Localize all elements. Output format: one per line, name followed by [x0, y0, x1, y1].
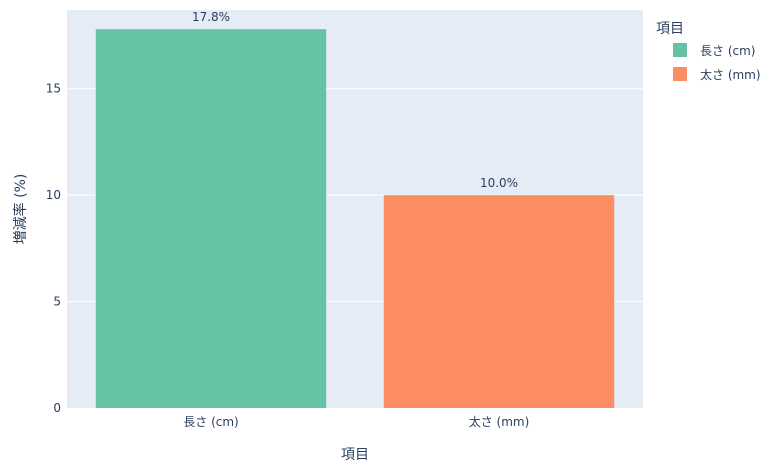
x-tick-label: 太さ (mm)	[469, 414, 530, 429]
y-tick-label: 0	[53, 401, 61, 415]
bar[interactable]	[383, 195, 615, 408]
x-axis-ticks: 長さ (cm) 太さ (mm)	[183, 414, 529, 429]
data-labels: 17.8% 10.0%	[192, 10, 518, 190]
x-axis-title: 項目	[341, 447, 369, 463]
legend-item[interactable]: 太さ (mm)	[673, 67, 761, 82]
bars	[95, 29, 615, 408]
legend-swatch	[673, 43, 687, 57]
legend-title: 項目	[656, 21, 684, 37]
y-tick-label: 10	[46, 188, 61, 202]
y-tick-label: 5	[53, 295, 61, 309]
y-axis-ticks: 0 5 10 15	[46, 82, 61, 415]
y-tick-label: 15	[46, 82, 61, 96]
legend-item[interactable]: 長さ (cm)	[673, 43, 755, 58]
legend-label: 太さ (mm)	[700, 67, 761, 82]
data-label: 10.0%	[480, 176, 518, 190]
legend-items: 長さ (cm) 太さ (mm)	[673, 43, 761, 82]
x-tick-label: 長さ (cm)	[183, 415, 238, 429]
legend[interactable]: 項目 長さ (cm) 太さ (mm)	[656, 21, 761, 82]
y-axis-title: 増減率 (%)	[12, 174, 29, 245]
bar[interactable]	[95, 29, 327, 408]
data-label: 17.8%	[192, 10, 230, 24]
legend-label: 長さ (cm)	[700, 44, 755, 58]
legend-swatch	[673, 67, 687, 81]
